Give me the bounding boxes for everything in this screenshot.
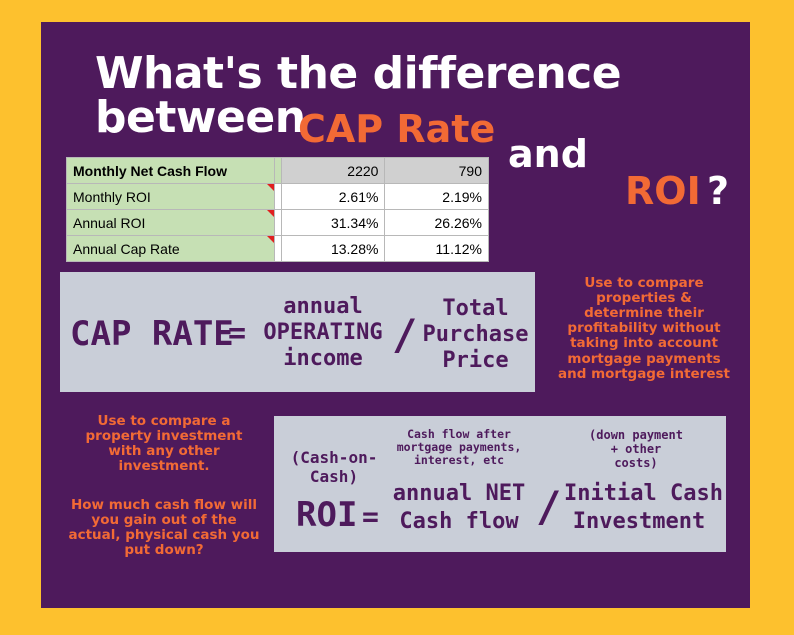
row-value-1: 31.34% <box>280 209 386 236</box>
cap-equals-sign: = <box>228 316 247 351</box>
comment-marker-icon <box>267 236 275 243</box>
row-value-2: 26.26% <box>384 209 489 236</box>
row-value-2: 11.12% <box>384 235 489 262</box>
row-value-2: 2.19% <box>384 183 489 210</box>
title-cap-rate: CAP Rate <box>298 107 496 151</box>
row-label: Monthly ROI <box>73 188 151 205</box>
table-row: Annual Cap Rate 13.28% 11.12% <box>65 235 489 262</box>
roi-formula-box: (Cash-on-Cash) ROI = Cash flow after mor… <box>274 416 726 552</box>
title-question-mark: ? <box>707 169 730 213</box>
cap-denominator: Total Purchase Price <box>422 296 529 373</box>
table-row: Monthly Net Cash Flow 2220 790 <box>65 157 489 184</box>
table-row: Monthly ROI 2.61% 2.19% <box>65 183 489 210</box>
roi-denominator: Initial Cash Investment <box>564 481 723 534</box>
row-label: Monthly Net Cash Flow <box>65 157 276 184</box>
row-label: Annual ROI <box>73 214 146 231</box>
roi-question: How much cash flow will you gain out of … <box>68 497 260 559</box>
table-row: Annual ROI 31.34% 26.26% <box>65 209 489 236</box>
roi-description: Use to compare a property investment wit… <box>85 413 243 475</box>
row-value-1: 13.28% <box>280 235 386 262</box>
roi-label: ROI <box>296 495 358 535</box>
row-value-1: 2.61% <box>280 183 386 210</box>
title-line-1: What's the difference <box>95 48 622 99</box>
comment-marker-icon <box>267 210 275 217</box>
cap-rate-formula-box: CAP RATE = annual OPERATING income / Tot… <box>60 272 535 392</box>
roi-numerator: annual NET Cash flow <box>392 481 526 534</box>
cash-on-cash-label: (Cash-on-Cash) <box>290 448 378 486</box>
title-roi: ROI <box>625 169 701 213</box>
row-value-2: 790 <box>384 157 489 184</box>
metrics-spreadsheet: Monthly Net Cash Flow 2220 790 Monthly R… <box>65 157 489 262</box>
roi-denominator-note: (down payment + other costs) <box>589 428 683 470</box>
cap-rate-label: CAP RATE <box>70 314 234 354</box>
row-label: Annual Cap Rate <box>73 240 180 257</box>
cap-rate-description: Use to compare properties & determine th… <box>558 275 730 382</box>
title-and: and <box>508 132 588 176</box>
comment-marker-icon <box>267 184 275 191</box>
roi-equals-sign: = <box>362 500 379 533</box>
title-line-2: between <box>95 92 306 143</box>
row-value-1: 2220 <box>280 157 386 184</box>
cap-divide-slash: / <box>392 310 418 359</box>
roi-divide-slash: / <box>536 482 562 531</box>
cap-numerator: annual OPERATING income <box>263 294 383 371</box>
roi-numerator-note: Cash flow after mortgage payments, inter… <box>396 427 522 467</box>
